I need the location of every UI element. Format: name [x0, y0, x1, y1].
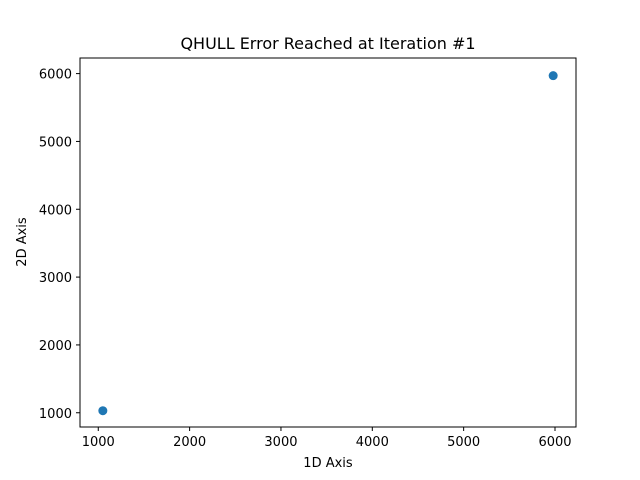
x-tick-label: 6000: [538, 435, 571, 450]
x-tick-label: 5000: [447, 435, 480, 450]
x-tick-label: 2000: [173, 435, 206, 450]
scatter-point: [548, 71, 558, 81]
y-tick-label: 4000: [39, 203, 72, 218]
y-tick-label: 5000: [39, 135, 72, 150]
data-points: [98, 71, 558, 416]
plot-frame: [79, 57, 577, 428]
x-axis-ticks: 1000 2000 3000 4000 5000 6000: [82, 427, 572, 450]
y-tick-label: 2000: [39, 339, 72, 354]
y-axis-label: 2D Axis: [15, 217, 30, 267]
chart-title: QHULL Error Reached at Iteration #1: [180, 34, 475, 53]
x-axis-label: 1D Axis: [303, 456, 353, 471]
y-axis-ticks: 1000 2000 3000 4000 5000 6000: [39, 68, 80, 422]
x-tick-label: 3000: [264, 435, 297, 450]
x-tick-label: 1000: [82, 435, 115, 450]
x-tick-label: 4000: [356, 435, 389, 450]
y-tick-label: 3000: [39, 271, 72, 286]
scatter-point: [98, 406, 108, 416]
y-tick-label: 6000: [39, 68, 72, 83]
y-tick-label: 1000: [39, 407, 72, 422]
